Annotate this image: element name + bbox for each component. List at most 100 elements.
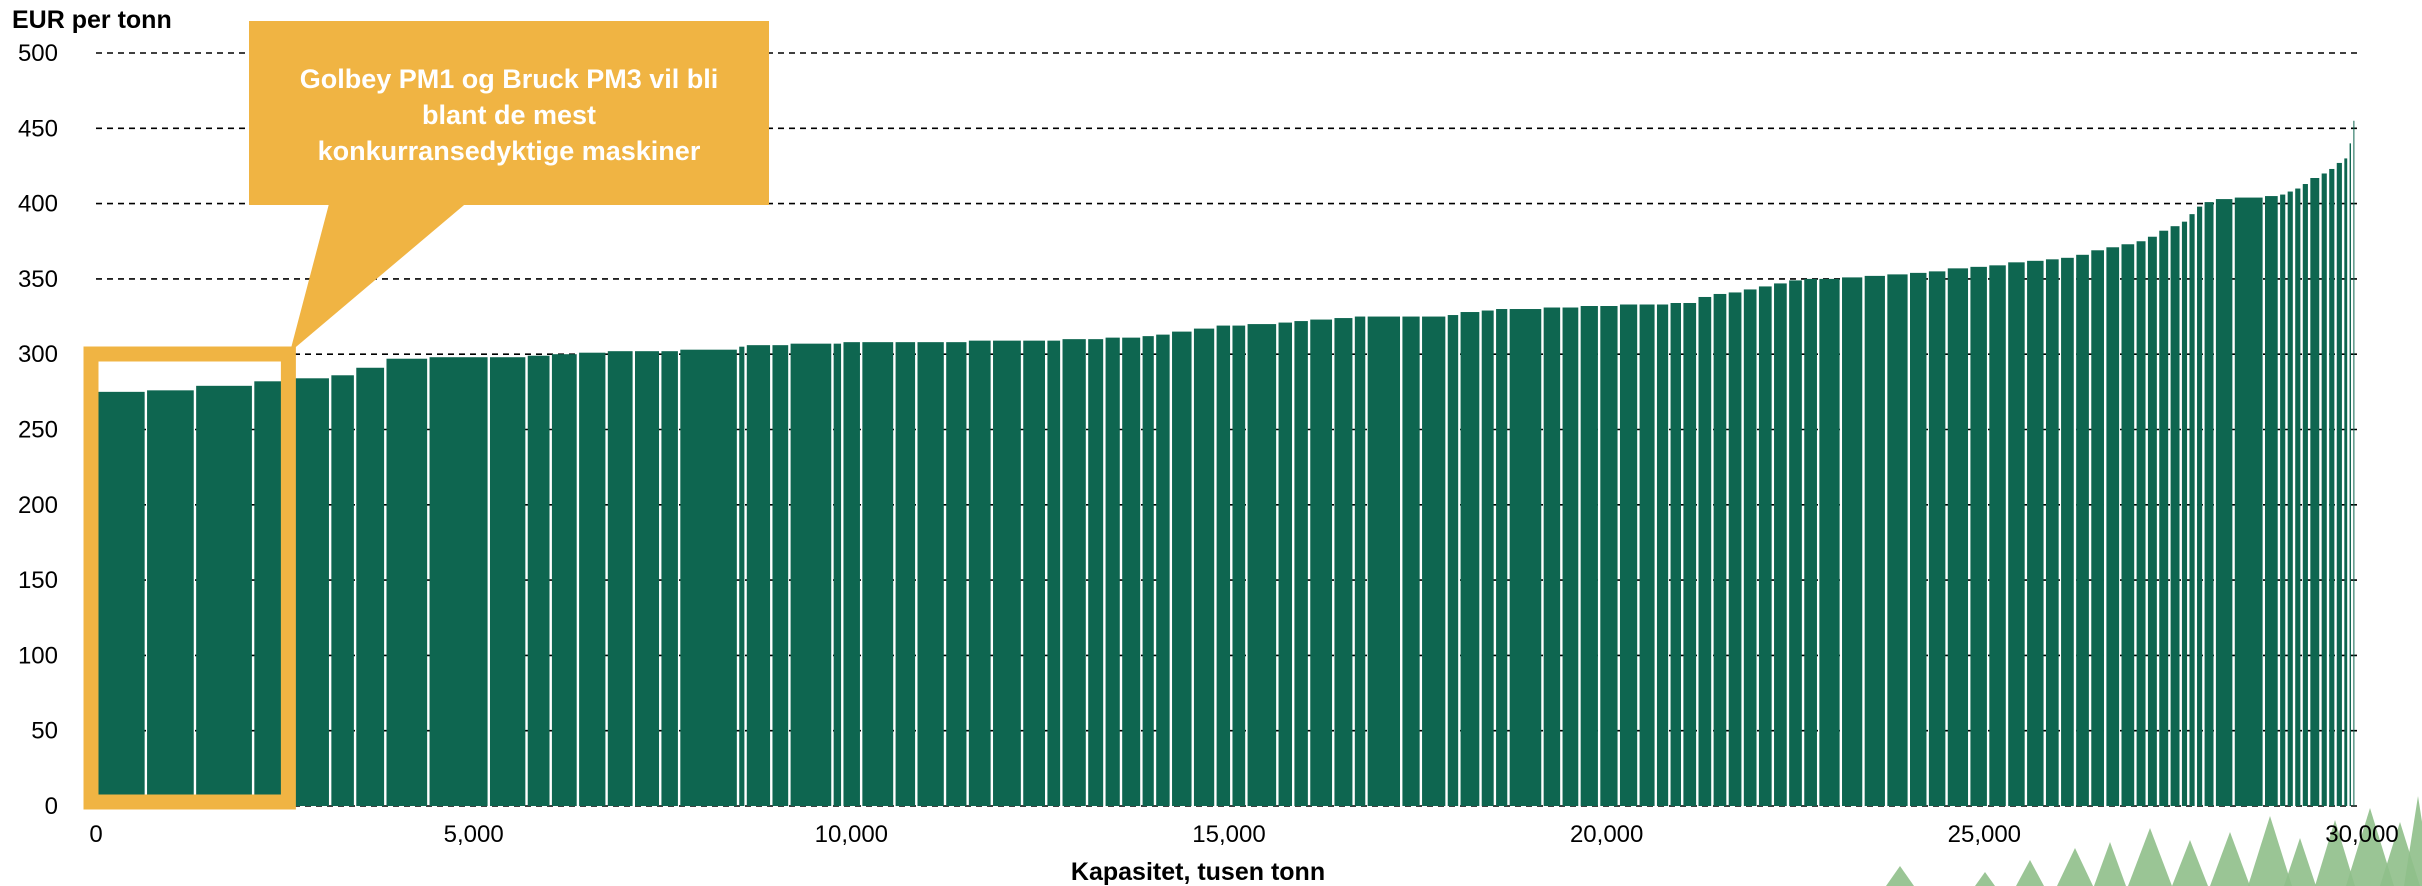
bar-80 [1970, 266, 1987, 806]
bar-108 [2336, 162, 2342, 807]
bar-81 [1989, 265, 2006, 806]
bar-93 [2170, 226, 2180, 806]
bar-55 [1509, 309, 1542, 806]
bar-109 [2344, 158, 2348, 807]
tree-1 [1886, 866, 1914, 886]
bar-99 [2234, 197, 2263, 807]
bar-54 [1496, 309, 1508, 806]
bar-65 [1698, 296, 1712, 806]
bar-25 [895, 342, 916, 806]
y-tick-500: 500 [18, 40, 58, 67]
bar-1 [97, 391, 145, 806]
bar-86 [2076, 254, 2089, 806]
bar-42 [1247, 324, 1277, 806]
bar-11 [527, 355, 550, 806]
callout-line-1: Golbey PM1 og Bruck PM3 vil bli [300, 64, 719, 94]
bar-21 [790, 343, 832, 806]
bar-43 [1278, 322, 1293, 806]
bar-37 [1156, 334, 1170, 806]
bar-89 [2121, 244, 2135, 807]
bar-32 [1062, 339, 1086, 806]
bar-45 [1310, 319, 1333, 806]
bar-60 [1619, 304, 1638, 806]
bar-74 [1842, 277, 1863, 806]
tree-14 [2404, 796, 2422, 886]
bar-94 [2181, 221, 2188, 806]
tree-10 [2284, 838, 2316, 886]
tree-5 [2094, 842, 2126, 886]
bar-77 [1910, 272, 1927, 807]
bar-31 [1047, 340, 1061, 806]
tree-9 [2248, 816, 2292, 886]
bar-47 [1354, 316, 1366, 806]
bar-52 [1460, 312, 1480, 806]
bar-97 [2204, 202, 2214, 806]
y-tick-300: 300 [18, 341, 58, 368]
bar-14 [607, 351, 633, 806]
bar-71 [1789, 280, 1802, 806]
tree-6 [2128, 828, 2172, 886]
bar-44 [1294, 321, 1308, 806]
y-axis-label: EUR per tonn [12, 6, 172, 34]
bar-105 [2310, 177, 2320, 807]
y-tick-100: 100 [18, 642, 58, 669]
bar-51 [1447, 315, 1459, 806]
bar-63 [1670, 302, 1681, 806]
bar-23 [843, 342, 860, 806]
bar-17 [680, 349, 737, 806]
bar-2 [147, 390, 194, 806]
bar-95 [2189, 214, 2195, 807]
tree-12 [2346, 808, 2394, 886]
y-tick-0: 0 [45, 793, 58, 820]
bar-36 [1142, 336, 1154, 806]
bar-83 [2027, 260, 2044, 806]
bar-84 [2045, 259, 2059, 806]
bar-57 [1562, 307, 1579, 806]
bar-16 [661, 351, 678, 806]
bar-22 [833, 343, 842, 806]
tree-8 [2210, 832, 2250, 886]
bar-41 [1232, 325, 1246, 806]
x-axis-label: Kapasitet, tusen tonn [1071, 858, 1325, 886]
x-tick-labels: 0 5,000 10,000 15,000 20,000 25,000 30,000 [89, 821, 2398, 848]
bar-82 [2008, 262, 2025, 807]
bar-85 [2061, 257, 2074, 806]
bar-103 [2295, 188, 2301, 807]
callout-line-2: blant de mest [422, 100, 596, 130]
bar-66 [1713, 293, 1727, 807]
callout-pointer [290, 200, 470, 352]
bar-102 [2287, 191, 2293, 806]
bar-3 [196, 385, 252, 806]
bar-46 [1334, 318, 1353, 806]
bar-9 [429, 357, 488, 806]
bar-59 [1600, 306, 1618, 806]
y-tick-250: 250 [18, 417, 58, 444]
bar-27 [946, 342, 967, 806]
x-tick-25,000: 25,000 [1948, 821, 2021, 848]
bar-53 [1481, 310, 1494, 806]
bar-111 [2353, 120, 2355, 806]
bar-48 [1367, 316, 1401, 806]
bar-62 [1656, 304, 1669, 806]
bar-75 [1864, 275, 1885, 806]
bar-69 [1758, 286, 1772, 806]
bar-64 [1683, 302, 1697, 806]
bar-34 [1105, 337, 1120, 806]
bar-78 [1928, 271, 1946, 806]
x-tick-5,000: 5,000 [444, 821, 504, 848]
y-tick-150: 150 [18, 567, 58, 594]
bar-88 [2106, 247, 2120, 807]
bar-96 [2197, 206, 2203, 806]
bar-107 [2329, 168, 2335, 806]
y-tick-400: 400 [18, 191, 58, 218]
bar-58 [1580, 306, 1598, 806]
bar-28 [968, 340, 991, 806]
bar-100 [2265, 196, 2278, 806]
bar-49 [1402, 316, 1420, 806]
bar-5 [293, 378, 329, 806]
bar-91 [2147, 236, 2157, 806]
bar-20 [772, 345, 789, 806]
bar-40 [1216, 325, 1231, 806]
bar-38 [1172, 331, 1192, 806]
